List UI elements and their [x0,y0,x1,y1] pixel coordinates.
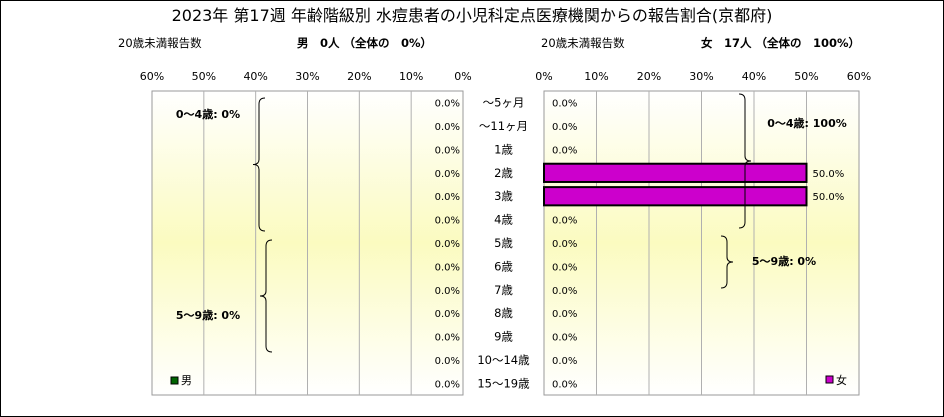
age-category-label: 3歳 [494,189,513,203]
female-legend-label: 女 [836,373,847,387]
male-value-label: 0.0% [435,239,460,250]
female-x-tick-label: 60% [847,70,871,83]
female-value-label: 0.0% [552,99,577,110]
female-value-label: 0.0% [552,309,577,320]
female-x-tick-label: 0% [535,70,552,83]
female-x-tick-label: 50% [794,70,818,83]
female-value-label: 0.0% [552,216,577,227]
male-value-label: 0.0% [435,122,460,133]
age-category-label: 7歳 [494,283,513,297]
female-x-tick-label: 30% [689,70,713,83]
female-group-brace [720,235,734,289]
male-value-label: 0.0% [435,145,460,156]
male-value-label: 0.0% [435,216,460,227]
age-category-label: 6歳 [494,259,513,273]
age-category-label: 10～14歳 [477,353,530,367]
female-value-label: 0.0% [552,239,577,250]
male-group-brace [259,239,273,353]
male-group-annotation: 0～4歳: 0% [176,107,240,121]
age-category-label: 8歳 [494,306,513,320]
male-legend-swatch [170,376,179,385]
right-summary: 女 17人 （全体の 100%） [701,36,860,50]
male-x-tick-label: 10% [399,70,423,83]
female-x-tick-label: 20% [637,70,661,83]
age-category-label: 5歳 [494,236,513,250]
age-category-label: 15～19歳 [477,376,530,390]
male-x-tick-label: 50% [192,70,216,83]
female-value-label: 0.0% [552,122,577,133]
female-group-annotation: 0～4歳: 100% [767,116,847,130]
female-group-brace [738,93,752,229]
male-x-tick-label: 60% [140,70,164,83]
age-category-label: ～11ヶ月 [479,119,528,133]
female-x-tick-label: 40% [742,70,766,83]
female-value-label: 0.0% [552,286,577,297]
left-summary: 男 0人 （全体の 0%） [297,36,432,50]
left-under20-label: 20歳未満報告数 [118,36,202,50]
right-under20-label: 20歳未満報告数 [541,36,625,50]
age-category-label: 2歳 [494,166,513,180]
age-category-label: 4歳 [494,213,513,227]
male-value-label: 0.0% [435,192,460,203]
male-value-label: 0.0% [435,169,460,180]
age-category-label: 9歳 [494,330,513,344]
age-category-label: 1歳 [494,142,513,156]
chart-title: 2023年 第17週 年齢階級別 水痘患者の小児科定点医療機関からの報告割合(京… [172,6,773,25]
male-x-tick-label: 0% [454,70,471,83]
male-value-label: 0.0% [435,356,460,367]
male-legend-label: 男 [181,374,192,387]
male-group-annotation: 5～9歳: 0% [176,308,240,322]
male-x-tick-label: 20% [347,70,371,83]
female-x-tick-label: 10% [584,70,608,83]
male-group-brace [252,97,266,232]
female-value-label: 50.0% [813,169,845,180]
female-value-label: 50.0% [813,192,845,203]
female-bar [543,186,808,207]
male-value-label: 0.0% [435,333,460,344]
female-group-annotation: 5～9歳: 0% [752,254,816,268]
male-value-label: 0.0% [435,309,460,320]
chart-marks: 0% 0% 10% 10% 20% 20% 30% 30% 40% 40% 50% 50% 60% 60%… [140,70,871,395]
female-value-label: 0.0% [552,379,577,390]
female-value-label: 0.0% [552,333,577,344]
female-value-label: 0.0% [552,356,577,367]
male-x-tick-label: 30% [295,70,319,83]
female-legend-swatch [825,375,834,384]
male-value-label: 0.0% [435,99,460,110]
female-bar [543,162,808,183]
female-value-label: 0.0% [552,145,577,156]
male-value-label: 0.0% [435,262,460,273]
age-category-label: ～5ヶ月 [483,96,525,110]
male-value-label: 0.0% [435,286,460,297]
male-value-label: 0.0% [435,379,460,390]
female-value-label: 0.0% [552,262,577,273]
male-x-tick-label: 40% [243,70,267,83]
